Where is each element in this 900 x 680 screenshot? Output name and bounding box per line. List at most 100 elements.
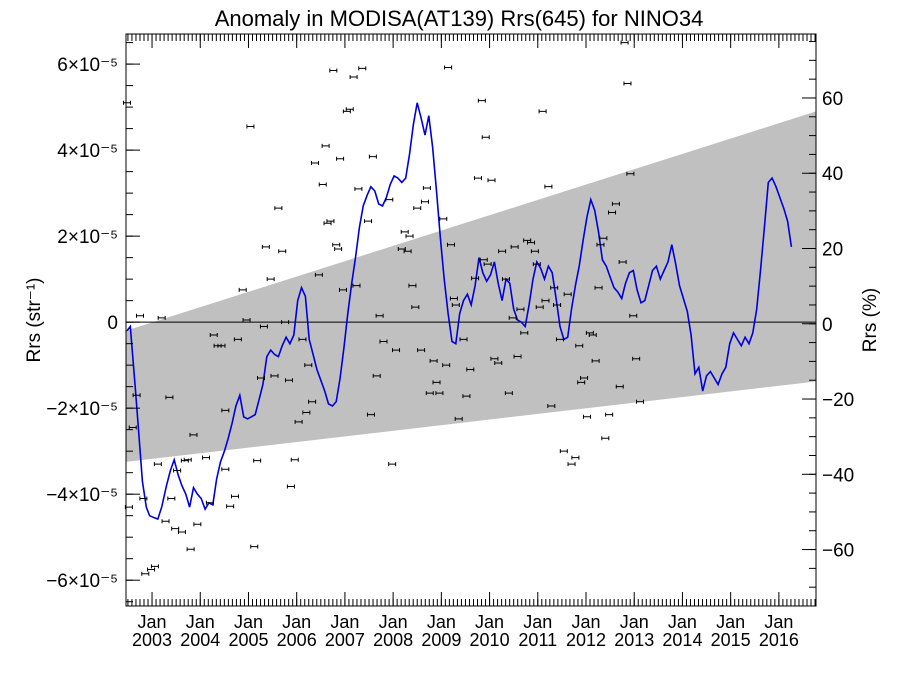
x-tick-month-11: Jan (668, 612, 697, 632)
data-point-124 (535, 305, 544, 310)
data-point-135 (571, 455, 580, 460)
x-tick-month-4: Jan (330, 612, 359, 632)
data-point-136 (575, 343, 584, 348)
data-point-106 (479, 257, 488, 262)
data-point-117 (513, 354, 522, 359)
y-tick-label-3: 0 (107, 313, 118, 334)
data-point-145 (599, 236, 608, 241)
data-point-107 (481, 135, 490, 140)
y-tick-label-0: 6×10⁻⁵ (57, 55, 118, 76)
data-point-63 (338, 287, 347, 292)
data-point-4 (135, 313, 144, 318)
data-point-149 (611, 201, 620, 206)
data-point-66 (349, 75, 358, 80)
data-point-27 (221, 408, 230, 413)
data-point-101 (462, 394, 471, 399)
data-point-125 (538, 109, 547, 114)
data-point-156 (632, 356, 641, 361)
data-point-139 (582, 414, 591, 419)
data-point-15 (173, 468, 182, 473)
data-point-111 (494, 361, 503, 366)
data-point-114 (504, 391, 513, 396)
data-point-38 (259, 324, 268, 329)
y2-tick-label-5: −40 (822, 465, 854, 486)
data-point-147 (605, 412, 614, 417)
data-point-34 (246, 124, 255, 129)
data-point-146 (601, 436, 610, 441)
data-point-88 (422, 185, 431, 190)
data-point-70 (364, 219, 373, 224)
data-point-11 (161, 519, 170, 524)
data-point-50 (302, 410, 311, 415)
data-point-14 (171, 526, 180, 531)
data-point-93 (439, 216, 448, 221)
plot-area: 6×10⁻⁵ 4×10⁻⁵ 2×10⁻⁵ 0 −2×10⁻⁵ −4×10⁻⁵ −6×10⁻⁵… (46, 33, 854, 650)
data-point-127 (544, 184, 553, 189)
data-point-49 (298, 337, 307, 342)
data-point-1 (124, 505, 133, 510)
data-point-46 (286, 484, 295, 489)
data-point-150 (615, 384, 624, 389)
data-point-53 (311, 161, 320, 166)
data-point-118 (516, 307, 525, 312)
data-point-33 (242, 318, 251, 322)
data-point-121 (527, 240, 536, 245)
data-point-109 (487, 178, 496, 183)
data-point-68 (354, 186, 363, 191)
data-point-96 (446, 242, 455, 247)
x-tick-year-13: 2016 (759, 630, 799, 650)
data-point-154 (626, 171, 635, 176)
data-point-157 (636, 399, 645, 404)
data-point-97 (449, 296, 458, 301)
data-point-133 (563, 292, 572, 297)
y-tick-label-6: −6×10⁻⁵ (46, 571, 118, 592)
data-point-13 (167, 496, 176, 501)
data-point-55 (318, 182, 327, 187)
data-point-60 (332, 242, 341, 247)
data-point-141 (588, 333, 597, 338)
data-point-36 (253, 458, 262, 463)
y2-tick-label-6: −60 (822, 541, 854, 562)
data-point-128 (547, 404, 556, 409)
data-point-80 (400, 229, 409, 234)
data-point-48 (294, 419, 303, 424)
plot-frame (125, 33, 817, 607)
data-point-52 (308, 399, 317, 404)
data-point-32 (238, 287, 247, 292)
data-point-140 (585, 330, 594, 335)
y2-tick-label-2: 20 (822, 240, 843, 261)
x-tick-year-5: 2008 (373, 630, 413, 650)
data-point-137 (577, 380, 586, 385)
data-point-37 (257, 376, 266, 381)
data-point-8 (150, 564, 159, 569)
chart-title: Anomaly in MODISA(AT139) Rrs(645) for NI… (215, 6, 704, 31)
data-point-102 (466, 367, 475, 372)
data-point-67 (352, 283, 361, 288)
data-point-79 (397, 247, 406, 252)
data-point-45 (284, 378, 293, 383)
x-tick-month-8: Jan (523, 612, 552, 632)
data-point-82 (405, 234, 414, 239)
y-tick-label-1: 4×10⁻⁵ (57, 141, 118, 162)
data-point-83 (408, 283, 417, 288)
data-point-58 (326, 219, 335, 224)
data-point-122 (530, 249, 539, 254)
data-point-62 (336, 156, 345, 161)
data-point-144 (596, 242, 605, 247)
data-point-30 (230, 494, 239, 499)
y2-tick-label-1: 40 (822, 164, 843, 185)
x-tick-year-11: 2014 (662, 630, 702, 650)
y-tick-label-4: −2×10⁻⁵ (46, 399, 118, 420)
data-point-119 (520, 330, 529, 335)
data-point-126 (541, 298, 550, 303)
data-point-28 (221, 467, 230, 472)
data-point-132 (559, 449, 568, 454)
data-point-108 (483, 262, 492, 267)
y2-tick-label-3: 0 (822, 315, 833, 336)
data-point-75 (379, 339, 388, 344)
data-point-95 (444, 65, 453, 70)
data-point-84 (411, 305, 420, 310)
data-point-91 (432, 380, 441, 385)
